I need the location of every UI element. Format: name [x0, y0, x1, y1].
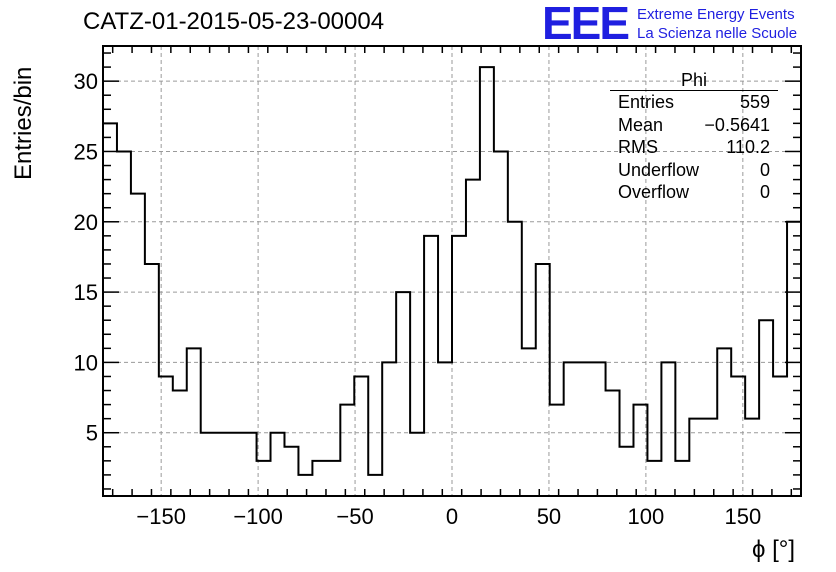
- stats-label: Underflow: [618, 159, 700, 180]
- x-tick-label: 100: [628, 504, 665, 529]
- x-tick-label: 50: [537, 504, 561, 529]
- stats-box: Phi Entries 559 Mean −0.5641 RMS 110.2 U…: [610, 70, 778, 204]
- y-tick-label: 5: [86, 421, 98, 446]
- stats-value: 0: [759, 182, 770, 202]
- eee-logo: EEE: [542, 0, 630, 49]
- axes-layer: [102, 45, 802, 497]
- stats-label: Mean: [618, 114, 664, 135]
- y-tick-label: 15: [74, 280, 98, 305]
- stats-row-overflow: Overflow 0: [610, 181, 778, 204]
- x-tick-label: 150: [724, 504, 761, 529]
- x-tick-label: 0: [446, 504, 458, 529]
- histogram-step-line: [103, 66, 801, 476]
- ticks-layer: [103, 46, 801, 496]
- x-tick-label: −50: [336, 504, 373, 529]
- plot-frame: [102, 45, 802, 497]
- stats-row-rms: RMS 110.2: [610, 136, 778, 159]
- logo-line-2: La Scienza nelle Scuole: [637, 25, 798, 42]
- x-axis-label: ϕ [°]: [752, 536, 796, 563]
- stats-value: 559: [739, 92, 770, 112]
- plot-title: CATZ-01-2015-05-23-00004: [83, 8, 385, 35]
- stats-row-entries: Entries 559: [610, 91, 778, 114]
- y-tick-label: 30: [74, 69, 98, 94]
- stats-row-underflow: Underflow 0: [610, 159, 778, 182]
- stats-value: 110.2: [726, 137, 770, 157]
- stats-value: −0.5641: [704, 114, 770, 135]
- stats-row-mean: Mean −0.5641: [610, 114, 778, 137]
- stats-label: RMS: [618, 137, 658, 157]
- stats-label: Overflow: [618, 182, 690, 202]
- y-tick-label: 25: [74, 139, 98, 164]
- y-tick-label: 20: [74, 210, 98, 235]
- stats-title: Phi: [610, 70, 778, 91]
- y-axis-label: Entries/bin: [10, 66, 37, 180]
- stats-label: Entries: [618, 92, 675, 112]
- stats-value: 0: [759, 159, 770, 180]
- x-tick-label: −150: [136, 504, 186, 529]
- x-tick-label: −100: [233, 504, 283, 529]
- logo-line-1: Extreme Energy Events: [637, 6, 795, 23]
- y-tick-label: 10: [74, 350, 98, 375]
- tick-labels-layer: −150 −100 −50 0 50 100 150 5 10 15 20 25 30: [74, 69, 762, 529]
